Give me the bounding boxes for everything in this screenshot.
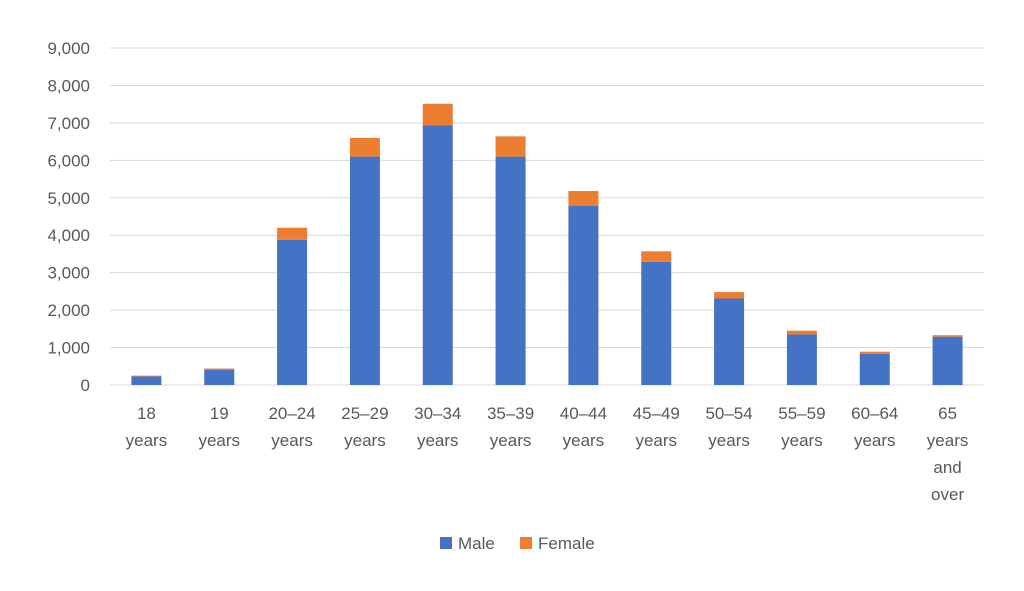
bar-male-9: [786, 334, 817, 385]
category-label-line: years: [271, 431, 313, 450]
y-tick-label: 8,000: [47, 76, 90, 95]
bar-male-8: [714, 298, 745, 385]
category-label-8: 50–54 years: [705, 404, 752, 450]
category-label-line: 35–39: [487, 404, 534, 423]
category-label-line: 18: [137, 404, 156, 423]
bar-male-7: [641, 261, 672, 385]
category-label-line: 50–54: [705, 404, 752, 423]
category-label-line: years: [927, 431, 969, 450]
bar-female-4: [422, 103, 453, 126]
category-label-line: 55–59: [778, 404, 825, 423]
bar-male-11: [932, 336, 963, 385]
bar-female-2: [277, 227, 308, 240]
bar-female-9: [786, 330, 817, 335]
y-tick-label: 2,000: [47, 301, 90, 320]
bar-female-3: [349, 137, 380, 157]
category-label-line: years: [344, 431, 386, 450]
bar-female-5: [495, 136, 526, 157]
legend-item-female: Female: [520, 534, 595, 553]
bar-female-11: [932, 335, 963, 337]
legend-swatch: [440, 537, 452, 549]
category-label-line: 45–49: [633, 404, 680, 423]
bar-male-6: [568, 206, 599, 385]
y-tick-label: 4,000: [47, 226, 90, 245]
bar-female-10: [859, 351, 890, 354]
category-label-3: 25–29 years: [341, 404, 388, 450]
category-label-6: 40–44 years: [560, 404, 607, 450]
category-label-line: and: [933, 458, 961, 477]
category-label-line: 19: [210, 404, 229, 423]
bar-male-10: [859, 353, 890, 385]
legend-label: Female: [538, 534, 595, 553]
y-tick-label: 6,000: [47, 151, 90, 170]
category-label-2: 20–24 years: [268, 404, 315, 450]
category-label-10: 60–64 years: [851, 404, 898, 450]
legend-label: Male: [458, 534, 495, 553]
bar-male-0: [131, 376, 162, 385]
legend: Male Female: [440, 534, 595, 553]
bar-male-4: [422, 125, 453, 385]
category-label-line: 65: [938, 404, 957, 423]
category-label-5: 35–39 years: [487, 404, 534, 450]
category-label-line: years: [563, 431, 605, 450]
gridlines: [110, 47, 984, 386]
bar-male-3: [349, 156, 380, 385]
y-tick-label: 5,000: [47, 189, 90, 208]
category-label-7: 45–49 years: [633, 404, 680, 450]
category-label-line: years: [781, 431, 823, 450]
y-tick-label: 3,000: [47, 264, 90, 283]
category-label-line: years: [708, 431, 750, 450]
y-tick-label: 1,000: [47, 339, 90, 358]
category-label-line: 60–64: [851, 404, 898, 423]
bar-male-2: [277, 239, 308, 385]
category-label-0: 18 years: [126, 404, 168, 450]
bar-female-6: [568, 191, 599, 207]
bars: [131, 103, 963, 385]
y-tick-label: 9,000: [47, 39, 90, 58]
category-label-line: years: [198, 431, 240, 450]
category-label-line: years: [126, 431, 168, 450]
category-label-1: 19 years: [198, 404, 240, 450]
category-label-line: years: [490, 431, 532, 450]
category-label-line: 40–44: [560, 404, 607, 423]
bar-female-8: [714, 292, 745, 299]
bar-female-7: [641, 251, 672, 262]
bar-male-1: [204, 370, 235, 385]
bar-female-0: [131, 375, 162, 377]
x-axis-category-labels: 18 years 19 years 20–24 years 25–29 years 30–34 y…: [126, 404, 969, 504]
bar-female-1: [204, 368, 235, 371]
y-tick-label: 7,000: [47, 114, 90, 133]
legend-swatch: [520, 537, 532, 549]
bar-male-5: [495, 156, 526, 385]
category-label-line: years: [854, 431, 896, 450]
y-tick-label: 0: [81, 376, 90, 395]
category-label-line: over: [931, 485, 964, 504]
category-label-line: 30–34: [414, 404, 461, 423]
category-label-line: years: [417, 431, 459, 450]
category-label-9: 55–59 years: [778, 404, 825, 450]
legend-item-male: Male: [440, 534, 495, 553]
y-axis-tick-labels: 0 1,000 2,000 3,000 4,000 5,000 6,000 7,000 8,00…: [47, 39, 90, 395]
category-label-4: 30–34 years: [414, 404, 461, 450]
category-label-11: 65 years and over: [927, 404, 969, 504]
category-label-line: years: [635, 431, 677, 450]
category-label-line: 20–24: [268, 404, 315, 423]
category-label-line: 25–29: [341, 404, 388, 423]
